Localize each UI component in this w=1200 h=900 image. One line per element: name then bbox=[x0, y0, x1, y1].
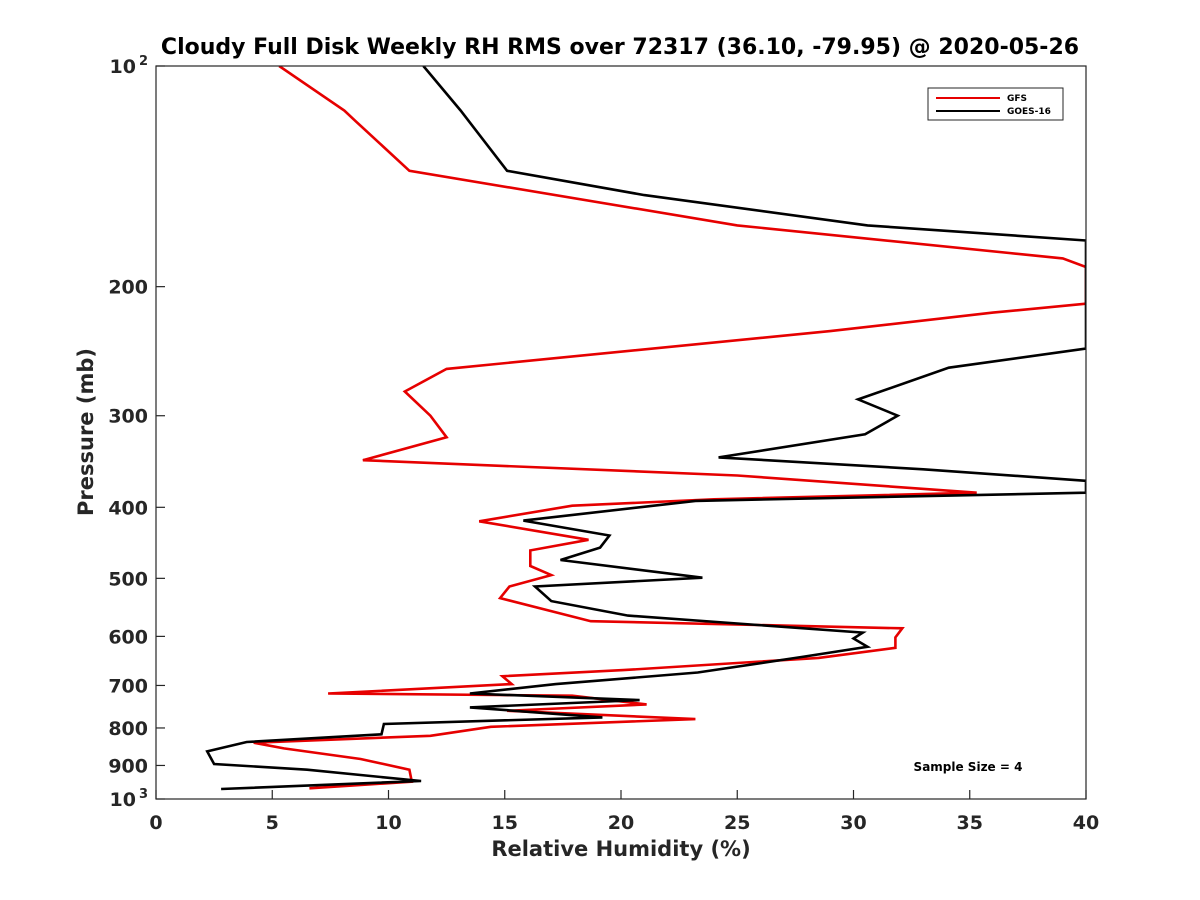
series-line-goes-16 bbox=[205, 66, 1086, 791]
x-axis-label: Relative Humidity (%) bbox=[491, 837, 750, 861]
y-tick-label: 10 bbox=[110, 789, 136, 811]
x-tick-label: 15 bbox=[492, 812, 518, 834]
x-tick-label: 5 bbox=[266, 812, 279, 834]
y-tick-label: 600 bbox=[108, 626, 148, 648]
legend-label-gfs: GFS bbox=[1007, 94, 1027, 104]
x-tick-label: 35 bbox=[957, 812, 983, 834]
plot-area bbox=[155, 65, 1087, 800]
legend-label-goes-16: GOES-16 bbox=[1007, 107, 1051, 117]
y-tick-label: 300 bbox=[108, 406, 148, 428]
x-tick-label: 30 bbox=[840, 812, 866, 834]
series-layer bbox=[205, 66, 1086, 791]
x-tick-label: 25 bbox=[724, 812, 750, 834]
y-tick-label: 400 bbox=[108, 497, 148, 519]
x-tick-label: 40 bbox=[1073, 812, 1099, 834]
y-tick-label: 800 bbox=[108, 718, 148, 740]
y-tick-label: 900 bbox=[108, 755, 148, 777]
legend: GFS GOES-16 bbox=[927, 87, 1064, 121]
y-tick-exponent: 2 bbox=[139, 54, 148, 69]
y-tick-label: 200 bbox=[108, 277, 148, 299]
x-tick-label: 10 bbox=[375, 812, 401, 834]
chart-title: Cloudy Full Disk Weekly RH RMS over 7231… bbox=[161, 35, 1079, 60]
x-tick-label: 0 bbox=[149, 812, 162, 834]
y-tick-label: 700 bbox=[108, 675, 148, 697]
legend-box bbox=[927, 87, 1064, 121]
y-tick-label: 10 bbox=[110, 56, 136, 78]
x-tick-label: 20 bbox=[608, 812, 634, 834]
sample-size-annotation: Sample Size = 4 bbox=[914, 760, 1023, 774]
x-axis: 0 5 10 15 20 25 30 35 40 bbox=[149, 790, 1099, 834]
series-line-gfs bbox=[253, 66, 1086, 790]
y-tick-exponent: 3 bbox=[139, 787, 148, 802]
y-tick-label: 500 bbox=[108, 568, 148, 590]
y-axis-label: Pressure (mb) bbox=[74, 348, 98, 516]
